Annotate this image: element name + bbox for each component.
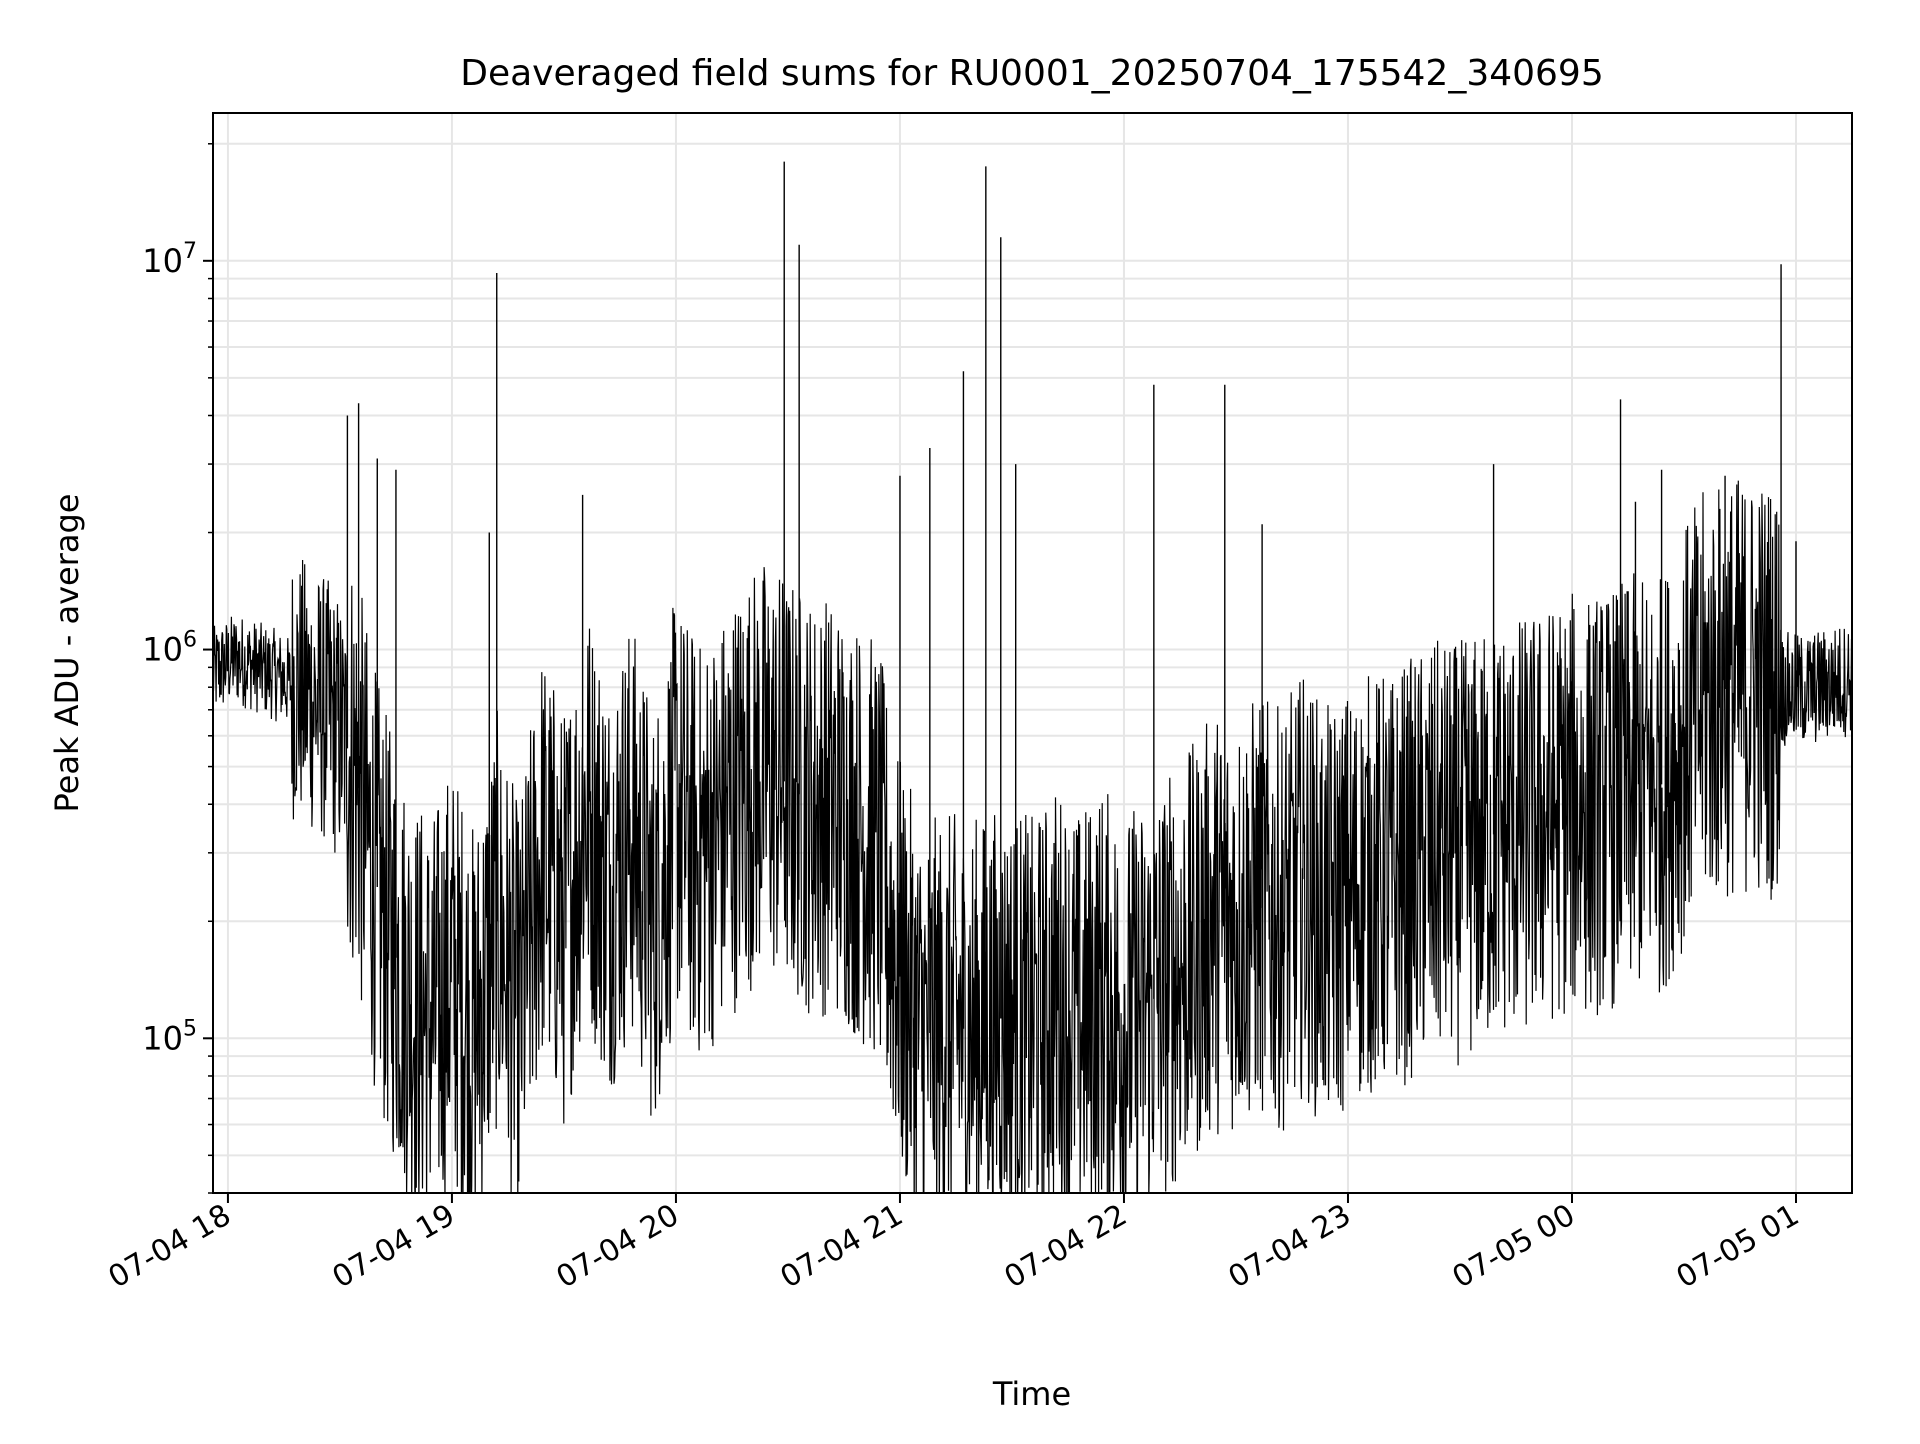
y-tick-exponent: 7 bbox=[183, 239, 197, 264]
y-axis-label: Peak ADU - average bbox=[48, 494, 86, 813]
y-tick-label: 105 bbox=[142, 1016, 197, 1057]
y-tick-exponent: 5 bbox=[183, 1016, 197, 1041]
y-tick-label: 106 bbox=[142, 628, 197, 669]
x-axis-label: Time bbox=[992, 1375, 1071, 1413]
y-tick-label: 107 bbox=[142, 239, 197, 280]
y-tick-exponent: 6 bbox=[183, 628, 197, 653]
data-layer bbox=[213, 161, 1852, 1193]
y-tick-base: 10 bbox=[142, 631, 183, 669]
plot-frame bbox=[212, 112, 1853, 1194]
chart-title: Deaveraged field sums for RU0001_2025070… bbox=[460, 53, 1604, 94]
y-tick-base: 10 bbox=[142, 242, 183, 280]
series-line bbox=[213, 480, 1852, 1193]
y-tick-base: 10 bbox=[142, 1019, 183, 1057]
